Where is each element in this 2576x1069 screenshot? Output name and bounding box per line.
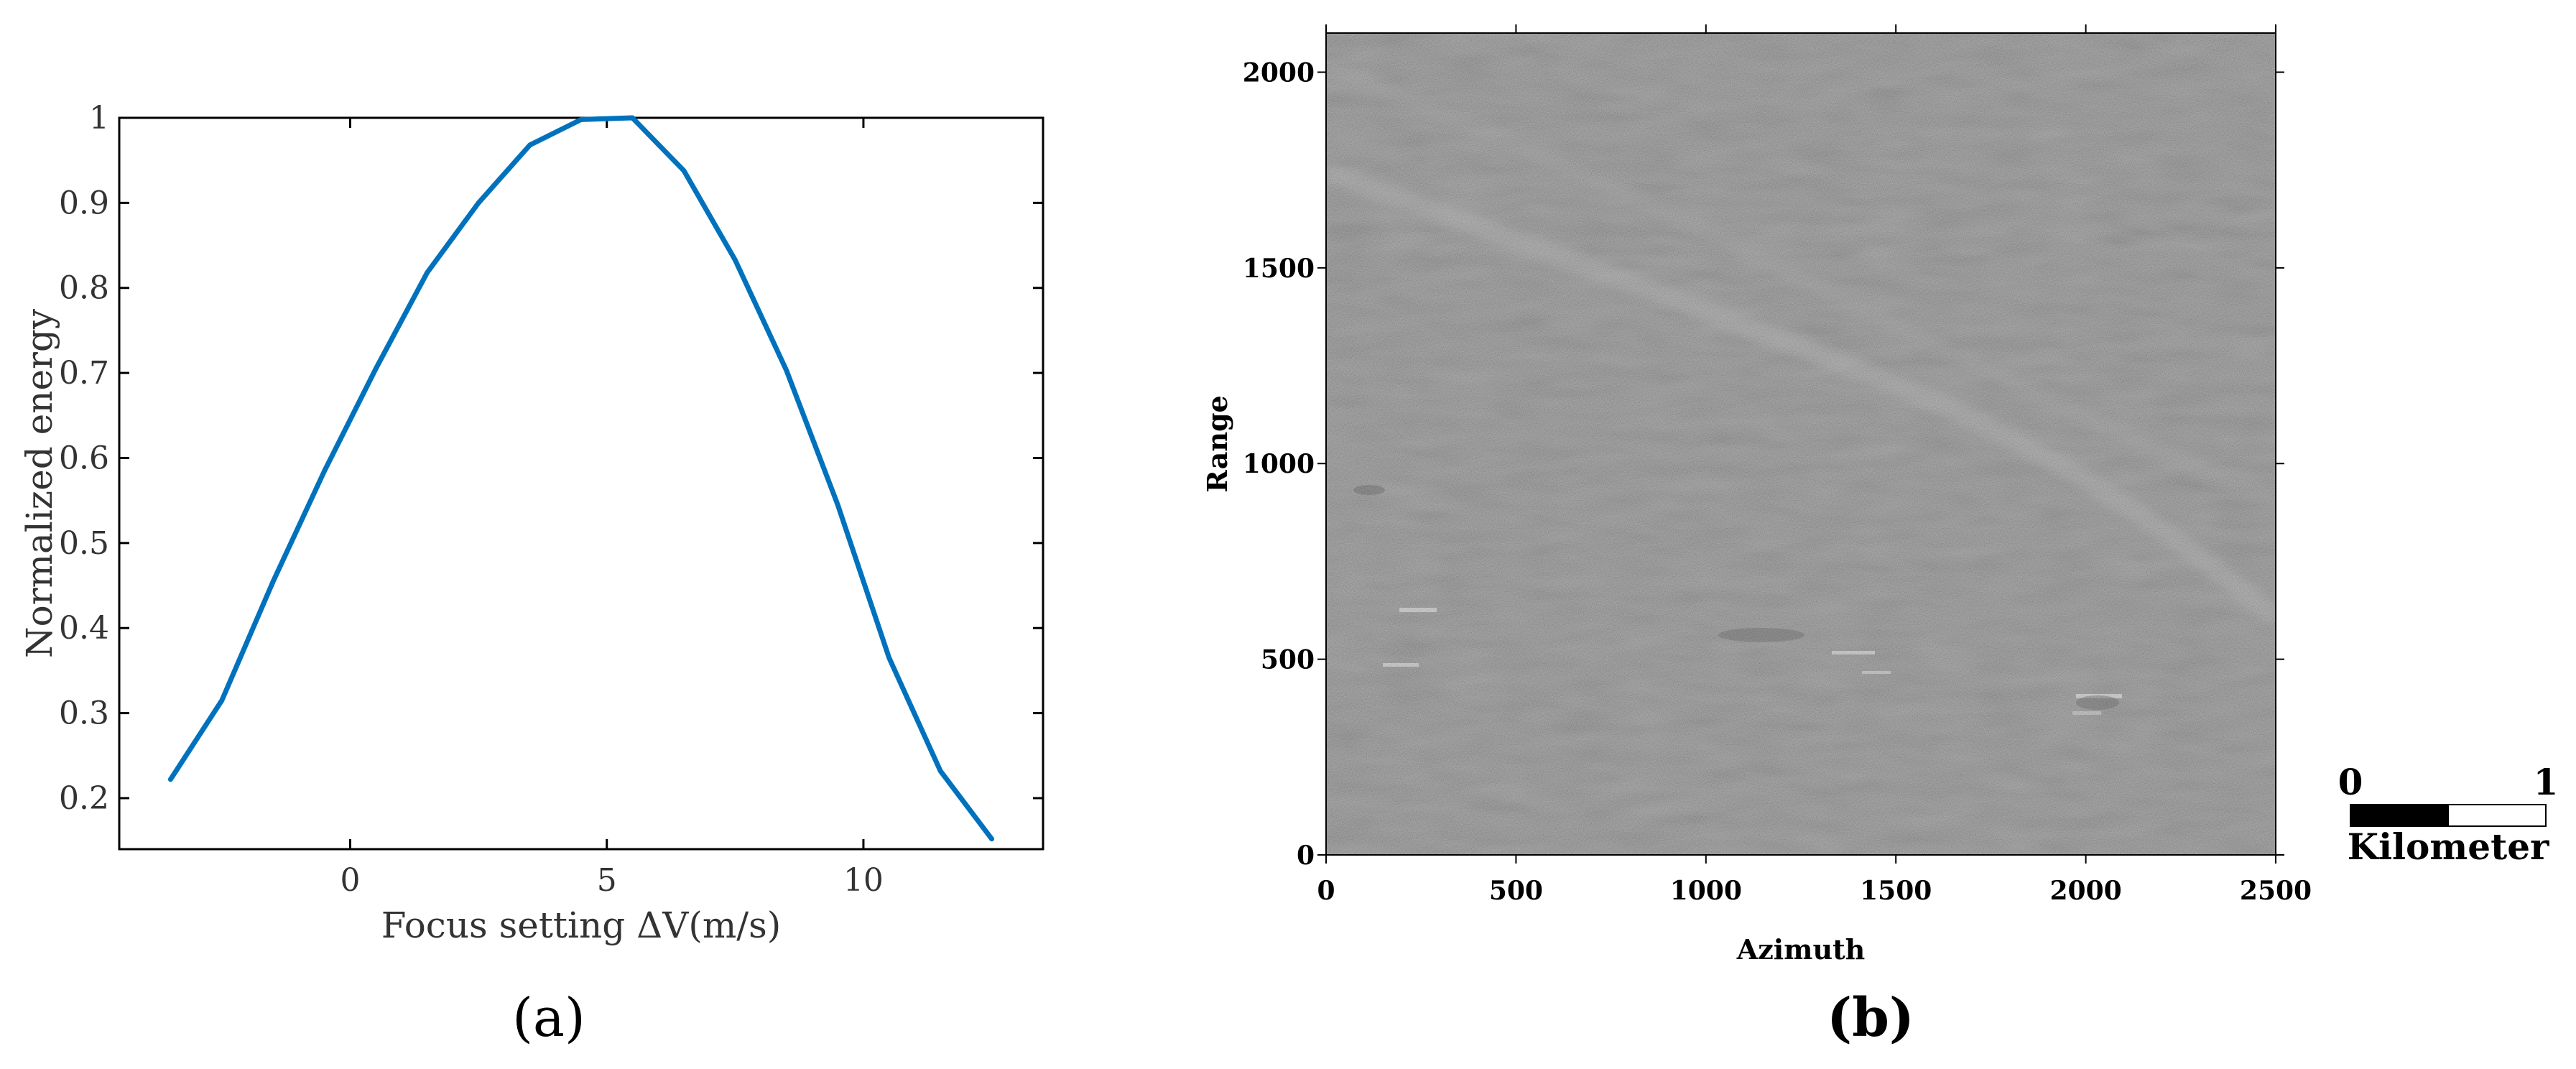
scale-bar-start-label: 0 — [2338, 761, 2363, 803]
y-tick-label: 0.5 — [59, 525, 109, 562]
axis-ticks — [1317, 24, 2284, 864]
scale-bar-black-segment — [2350, 804, 2449, 827]
x-tick-label: 0 — [340, 862, 361, 899]
tick-labels: 0 5 10 0.2 0.3 0.4 0.5 0.6 0.7 0.8 0.9 1 — [59, 100, 884, 899]
x-tick-label: 2000 — [2049, 876, 2121, 906]
x-axis-label: Azimuth — [1736, 933, 1866, 966]
scale-bar-end-label: 1 — [2534, 761, 2559, 803]
panel-a-line-chart: 0 5 10 0.2 0.3 0.4 0.5 0.6 0.7 0.8 0.9 1 Focus sett… — [19, 100, 1044, 1049]
y-tick-label: 0.4 — [59, 610, 109, 647]
y-tick-label: 0.2 — [59, 780, 109, 817]
y-tick-label: 0.3 — [59, 695, 109, 732]
panel-b-sar-image: 0 500 1000 1500 2000 2500 0 500 1000 1500 2000 Azi… — [1201, 24, 2558, 1049]
x-axis-label: Focus setting ΔV(m/s) — [381, 904, 782, 946]
series-line — [167, 115, 995, 842]
x-tick-label: 10 — [843, 862, 884, 899]
y-tick-label: 0.8 — [59, 270, 109, 307]
y-tick-label: 0 — [1297, 841, 1315, 871]
x-tick-label: 5 — [597, 862, 617, 899]
scale-bar-white-segment — [2447, 804, 2547, 827]
y-tick-label: 1000 — [1243, 449, 1315, 479]
panel-label-b: (b) — [1827, 987, 1914, 1049]
x-tick-label: 2500 — [2240, 876, 2312, 906]
scale-bar-unit-label: Kilometer — [2348, 825, 2549, 868]
y-tick-label: 2000 — [1243, 57, 1315, 88]
plot-frame — [118, 116, 1044, 851]
y-tick-label: 0.9 — [59, 185, 109, 221]
tick-labels: 0 500 1000 1500 2000 2500 0 500 1000 1500 2000 — [1243, 57, 2312, 906]
x-tick-label: 500 — [1489, 876, 1543, 906]
y-tick-label: 1 — [89, 100, 109, 136]
y-tick-label: 0.7 — [59, 355, 109, 392]
x-tick-label: 1000 — [1670, 876, 1742, 906]
scale-bar: 0 1 Kilometer — [2338, 761, 2559, 868]
image-frame — [1325, 32, 2276, 856]
y-tick-label: 0.6 — [59, 440, 109, 476]
x-tick-label: 0 — [1317, 876, 1335, 906]
sar-image — [1326, 33, 2276, 855]
panel-label-a: (a) — [512, 987, 585, 1049]
y-axis-label: Range — [1201, 395, 1233, 492]
x-tick-label: 1500 — [1860, 876, 1932, 906]
y-tick-label: 500 — [1261, 645, 1315, 675]
axis-ticks — [119, 116, 1043, 849]
y-axis-label: Normalized energy — [19, 308, 60, 658]
y-tick-label: 1500 — [1243, 254, 1315, 284]
